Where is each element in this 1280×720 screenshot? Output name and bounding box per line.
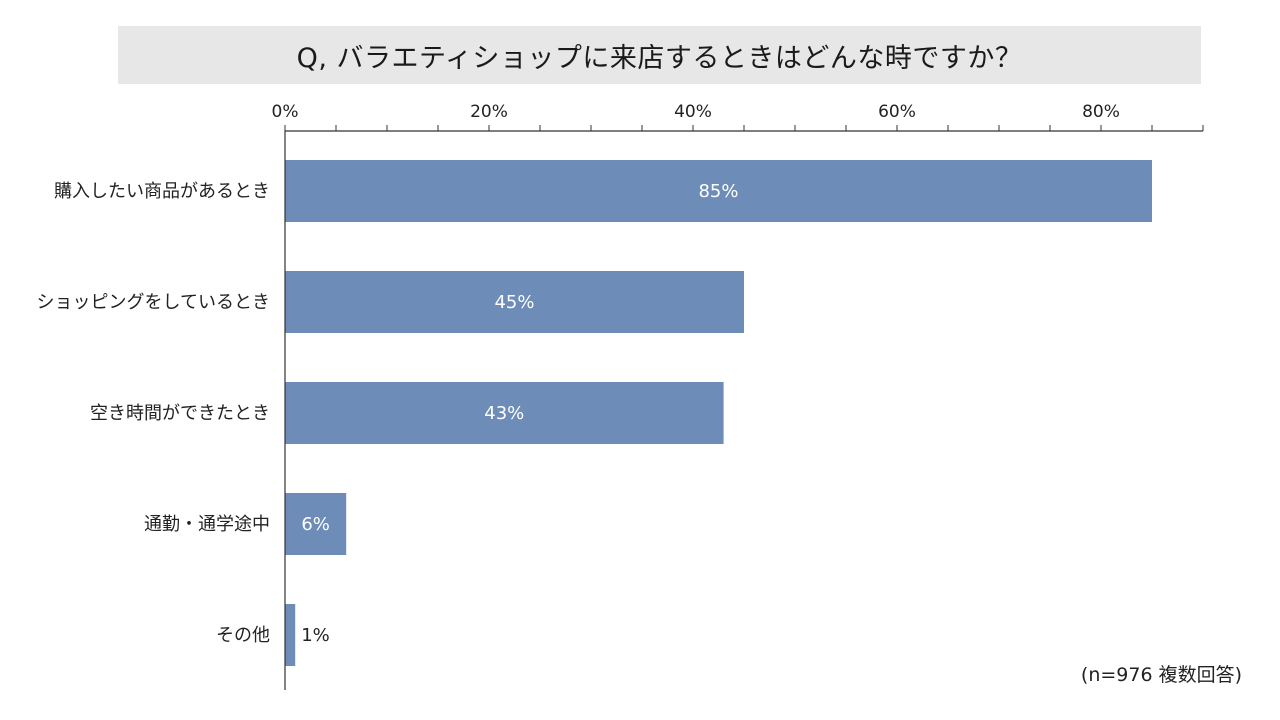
data-label: 6% <box>301 514 330 535</box>
x-tick-label: 40% <box>674 102 712 122</box>
x-axis: 0% 20% 40% 60% 80% <box>272 102 1204 132</box>
x-tick-label: 80% <box>1082 102 1120 122</box>
data-label: 1% <box>301 625 330 646</box>
bar <box>285 160 1152 222</box>
category-label: 購入したい商品があるとき <box>54 181 270 202</box>
bar <box>285 493 347 555</box>
bar <box>285 271 744 333</box>
category-label: 空き時間ができたとき <box>90 403 270 424</box>
category-label: 通勤・通学途中 <box>144 514 270 535</box>
bar <box>285 604 296 666</box>
data-label: 45% <box>494 292 534 313</box>
value-labels: 85% 45% 43% 6% 1% <box>301 181 738 646</box>
bar <box>285 382 724 444</box>
title-bar: Q, バラエティショップに来店するときはどんな時ですか？ <box>118 26 1201 84</box>
x-tick-label: 20% <box>470 102 508 122</box>
bars <box>285 160 1152 666</box>
data-label: 85% <box>698 181 738 202</box>
category-label: ショッピングをしているとき <box>37 292 270 313</box>
sample-note: (n=976 複数回答) <box>1080 664 1242 686</box>
x-tick-label: 60% <box>878 102 916 122</box>
x-tick-label: 0% <box>272 102 299 122</box>
category-label: その他 <box>216 625 270 646</box>
chart-title: Q, バラエティショップに来店するときはどんな時ですか？ <box>296 42 1023 74</box>
category-labels: 購入したい商品があるときショッピングをしているとき空き時間ができたとき通勤・通学… <box>37 181 270 646</box>
data-label: 43% <box>484 403 524 424</box>
